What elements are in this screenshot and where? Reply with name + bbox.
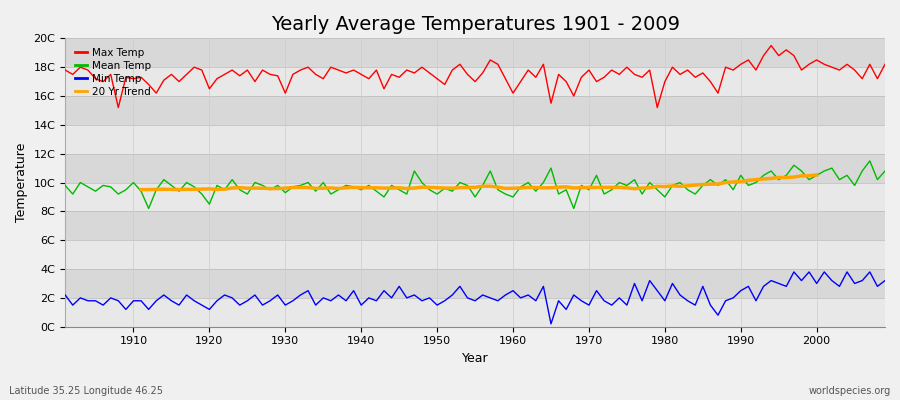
- Text: Latitude 35.25 Longitude 46.25: Latitude 35.25 Longitude 46.25: [9, 386, 163, 396]
- Bar: [65, 182, 885, 211]
- Bar: [65, 269, 885, 298]
- X-axis label: Year: Year: [462, 352, 489, 365]
- Text: worldspecies.org: worldspecies.org: [809, 386, 891, 396]
- Bar: [65, 96, 885, 125]
- Y-axis label: Temperature: Temperature: [15, 143, 28, 222]
- Bar: [65, 38, 885, 67]
- Bar: [65, 240, 885, 269]
- Bar: [65, 125, 885, 154]
- Bar: [65, 211, 885, 240]
- Title: Yearly Average Temperatures 1901 - 2009: Yearly Average Temperatures 1901 - 2009: [271, 15, 680, 34]
- Bar: [65, 154, 885, 182]
- Bar: [65, 298, 885, 327]
- Legend: Max Temp, Mean Temp, Min Temp, 20 Yr Trend: Max Temp, Mean Temp, Min Temp, 20 Yr Tre…: [70, 44, 156, 101]
- Bar: [65, 67, 885, 96]
